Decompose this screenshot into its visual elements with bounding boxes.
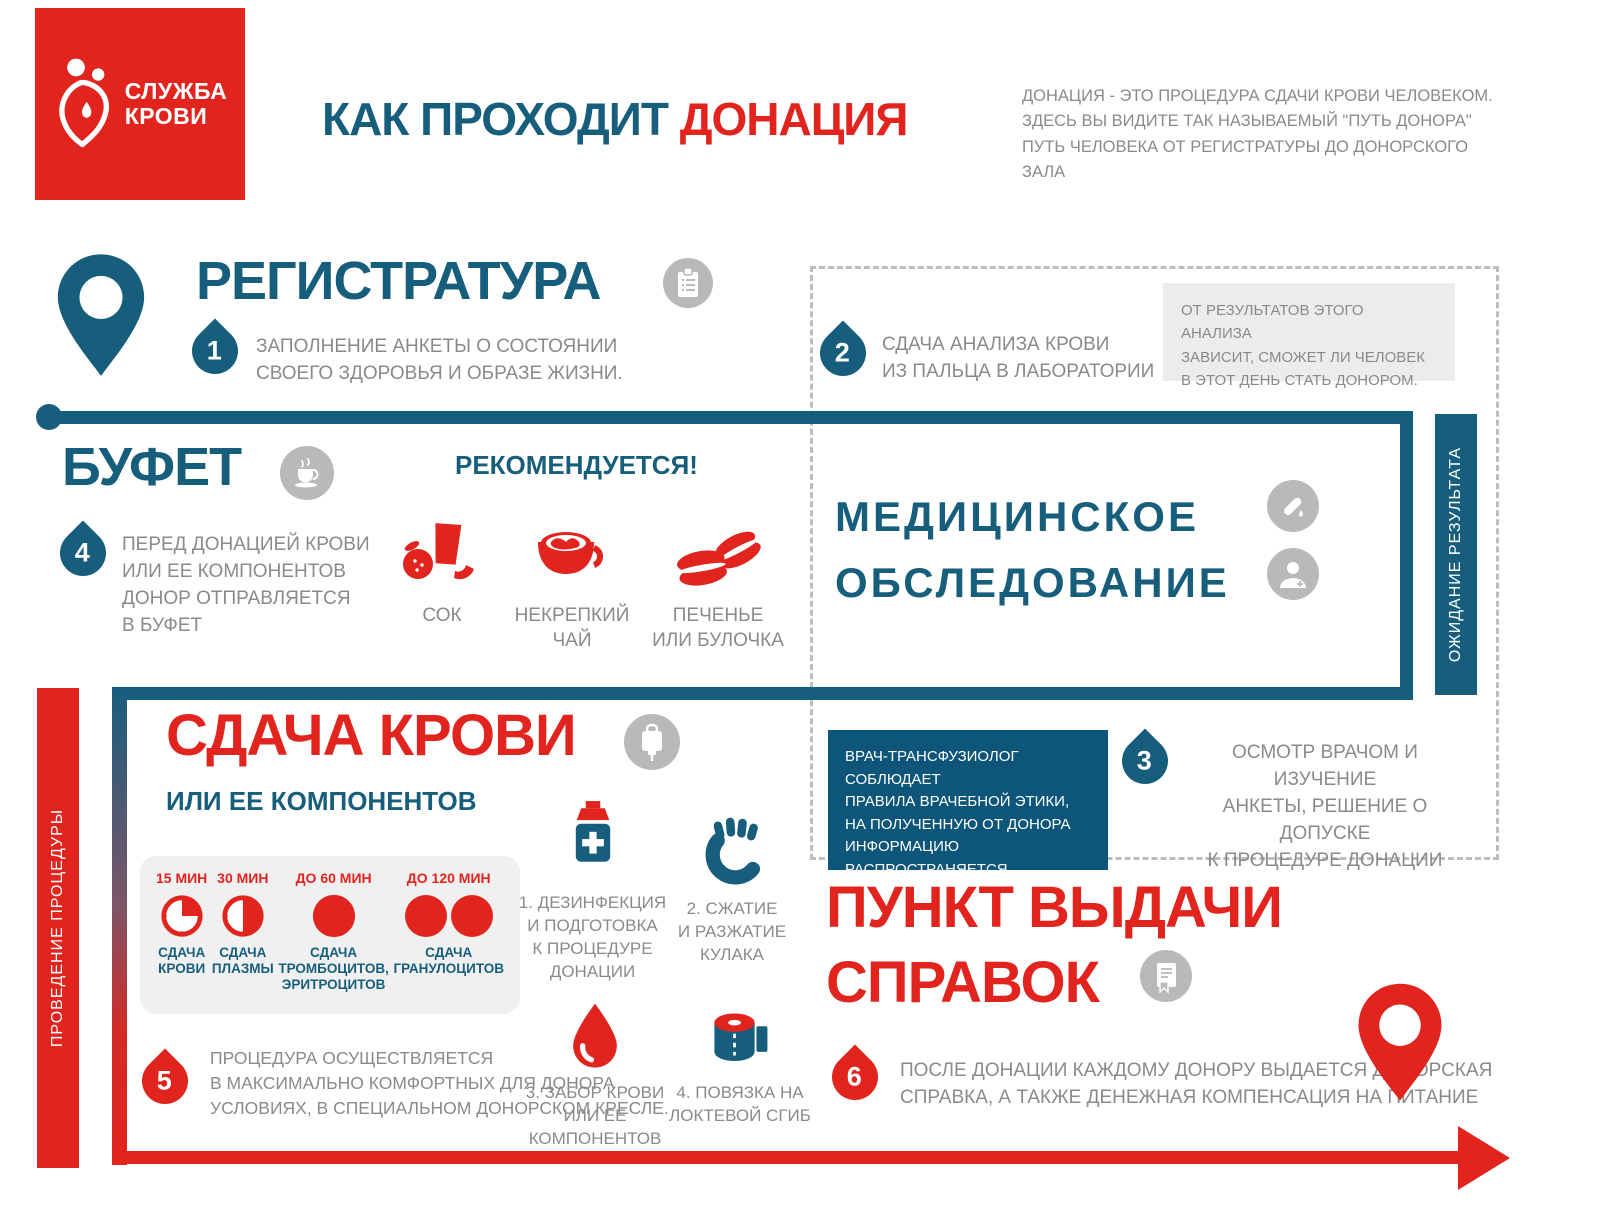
- duration-item: ДО 60 МИН СДАЧА ТРОМБОЦИТОВ, ЭРИТРОЦИТОВ: [278, 870, 389, 1004]
- donation-subtitle: ИЛИ ЕЕ КОМПОНЕНТОВ: [166, 786, 477, 816]
- donor-path-bottom-arrow-line: [112, 1151, 1462, 1164]
- analysis-note: ОТ РЕЗУЛЬТАТОВ ЭТОГО АНАЛИЗА ЗАВИСИТ, СМ…: [1163, 283, 1455, 389]
- duration-label: СДАЧА ТРОМБОЦИТОВ, ЭРИТРОЦИТОВ: [278, 945, 389, 993]
- durations-panel: 15 МИН СДАЧА КРОВИ 30 МИН СДАЧА ПЛАЗМЫ: [140, 856, 520, 1014]
- step-5-number: 5: [132, 1048, 198, 1114]
- waiting-result-bar: ОЖИДАНИЕ РЕЗУЛЬТАТА: [1435, 414, 1477, 695]
- certificate-icon: [1140, 950, 1192, 1002]
- juice-icon: [372, 512, 512, 596]
- duration-item: 15 МИН СДАЧА КРОВИ: [156, 870, 207, 1004]
- blood-service-logo: СЛУЖБА КРОВИ: [35, 8, 245, 200]
- step-1-number: 1: [182, 318, 248, 384]
- duration-time: ДО 120 МИН: [406, 870, 491, 886]
- buffet-title: БУФЕТ: [62, 437, 242, 497]
- cookies-icon: [648, 512, 788, 596]
- step-2-text: СДАЧА АНАЛИЗА КРОВИ ИЗ ПАЛЬЦА В ЛАБОРАТО…: [882, 334, 1155, 382]
- tea-cup-icon: [280, 446, 334, 500]
- food-label: СОК: [422, 605, 462, 626]
- step-5-text: ПРОЦЕДУРА ОСУЩЕСТВЛЯЕТСЯ В МАКСИМАЛЬНО К…: [210, 1048, 669, 1118]
- procedure-step-label: 2. СЖАТИЕ И РАЗЖАТИЕ КУЛАКА: [677, 899, 787, 964]
- procedure-sidebar-label: ПРОВЕДЕНИЕ ПРОЦЕДУРЫ: [49, 808, 66, 1048]
- blood-test-tube-icon: [1267, 480, 1319, 532]
- tea-icon: [502, 512, 642, 596]
- duration-time: 30 МИН: [217, 870, 269, 886]
- page-title: КАК ПРОХОДИТ ДОНАЦИЯ: [322, 93, 908, 145]
- food-item-cookies: ПЕЧЕНЬЕ ИЛИ БУЛОЧКА: [648, 512, 788, 653]
- food-item-juice: СОК: [372, 512, 512, 629]
- step-3-text: ОСМОТР ВРАЧОМ И ИЗУЧЕНИЕ АНКЕТЫ, РЕШЕНИЕ…: [1207, 742, 1443, 871]
- doctor-icon: [1267, 548, 1319, 600]
- duration-label: СДАЧА ГРАНУЛОЦИТОВ: [393, 945, 504, 977]
- food-label: ПЕЧЕНЬЕ ИЛИ БУЛОЧКА: [652, 605, 784, 651]
- procedure-step-label: 1. ДЕЗИНФЕКЦИЯ И ПОДГОТОВКА К ПРОЦЕДУРЕ …: [518, 893, 667, 981]
- procedure-step-label: 3. ЗАБОР КРОВИ ИЛИ ЕЕ КОМПОНЕНТОВ: [525, 1083, 665, 1148]
- duration-item: 30 МИН СДАЧА ПЛАЗМЫ: [212, 870, 274, 1004]
- duration-label: СДАЧА КРОВИ: [158, 945, 206, 977]
- medical-zone-dashed-border: [810, 266, 1499, 860]
- procedure-step-1: 1. ДЕЗИНФЕКЦИЯ И ПОДГОТОВКА К ПРОЦЕДУРЕ …: [515, 798, 670, 984]
- medical-exam-title: МЕДИЦИНСКОЕ ОБСЛЕДОВАНИЕ: [835, 493, 1230, 607]
- bandage-roll-icon: [714, 1013, 768, 1062]
- food-item-tea: НЕКРЕПКИЙ ЧАЙ: [502, 512, 642, 653]
- blood-drop-icon: [573, 1003, 617, 1068]
- procedure-step-label: 4. ПОВЯЗКА НА ЛОКТЕВОЙ СГИБ: [669, 1083, 811, 1125]
- duration-label: СДАЧА ПЛАЗМЫ: [211, 945, 274, 977]
- logo-text: СЛУЖБА КРОВИ: [124, 78, 228, 129]
- duration-time: 15 МИН: [156, 870, 208, 886]
- procedure-step-4: 4. ПОВЯЗКА НА ЛОКТЕВОЙ СГИБ: [660, 1008, 820, 1128]
- donor-path-top-line: [49, 411, 1413, 424]
- certificates-title: ПУНКТ ВЫДАЧИ СПРАВОК: [826, 875, 1283, 1016]
- ethics-note: ВРАЧ-ТРАНСФУЗИОЛОГ СОБЛЮДАЕТ ПРАВИЛА ВРА…: [828, 730, 1108, 900]
- registration-title: РЕГИСТРАТУРА: [196, 251, 602, 311]
- recommended-title: РЕКОМЕНДУЕТСЯ!: [455, 450, 698, 480]
- fist-icon: [705, 817, 761, 885]
- waiting-result-label: ОЖИДАНИЕ РЕЗУЛЬТАТА: [1447, 446, 1464, 663]
- procedure-step-3: 3. ЗАБОР КРОВИ ИЛИ ЕЕ КОМПОНЕНТОВ: [505, 1002, 685, 1151]
- intro-description: ДОНАЦИЯ - ЭТО ПРОЦЕДУРА СДАЧИ КРОВИ ЧЕЛО…: [1022, 87, 1493, 182]
- clock-double-icon: [403, 893, 495, 939]
- antiseptic-bottle-icon: [575, 801, 610, 862]
- step-4-text: ПЕРЕД ДОНАЦИЕЙ КРОВИ ИЛИ ЕЕ КОМПОНЕНТОВ …: [122, 534, 370, 636]
- step-1-text: ЗАПОЛНЕНИЕ АНКЕТЫ О СОСТОЯНИИ СВОЕГО ЗДО…: [256, 336, 623, 384]
- clock-full-icon: [311, 893, 357, 939]
- registration-pin-icon: [52, 250, 150, 393]
- donor-path-right-line: [1400, 411, 1413, 700]
- duration-item: ДО 120 МИН СДАЧА ГРАНУЛОЦИТОВ: [393, 870, 504, 1004]
- procedure-step-2: 2. СЖАТИЕ И РАЗЖАТИЕ КУЛАКА: [657, 812, 807, 967]
- clock-half-icon: [220, 893, 266, 939]
- blood-service-logo-icon: [53, 54, 115, 155]
- blood-bag-icon: [624, 714, 680, 770]
- finish-pin-icon: [1350, 980, 1450, 1117]
- step-6-number: 6: [822, 1044, 888, 1110]
- step-4-number: 4: [50, 520, 116, 586]
- donation-title: СДАЧА КРОВИ: [166, 703, 577, 768]
- food-label: НЕКРЕПКИЙ ЧАЙ: [514, 605, 630, 651]
- donor-path-middle-line: [112, 687, 1413, 700]
- procedure-sidebar: ПРОВЕДЕНИЕ ПРОЦЕДУРЫ: [37, 688, 79, 1168]
- duration-time: ДО 60 МИН: [295, 870, 372, 886]
- clipboard-icon: [663, 258, 713, 308]
- arrow-head-icon: [1458, 1126, 1510, 1190]
- clock-quarter-icon: [159, 893, 205, 939]
- donor-path-left-line: [112, 687, 127, 1165]
